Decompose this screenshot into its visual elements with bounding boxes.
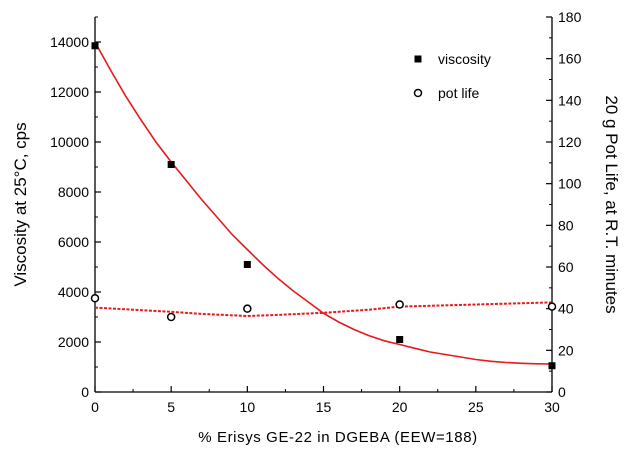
legend: viscosity pot life xyxy=(413,51,491,101)
plot-frame xyxy=(94,17,553,393)
legend-viscosity-marker xyxy=(414,55,422,63)
viscosity-point xyxy=(167,161,175,168)
legend-label: viscosity xyxy=(438,51,491,67)
data-markers xyxy=(90,42,557,370)
y-right-tick-label: 140 xyxy=(558,92,582,108)
x-tick-label: 15 xyxy=(316,399,332,415)
y-right-axis-ticks: 0 20 40 60 80 100 120 140 160 180 xyxy=(546,9,582,400)
y-left-axis-title: Viscosity at 25°C, cps xyxy=(11,122,30,286)
pot-life-point xyxy=(90,294,100,303)
y-left-tick-label: 12000 xyxy=(50,84,89,100)
viscosity-point xyxy=(396,336,404,343)
fit-lines xyxy=(94,41,553,365)
y-right-axis-title: 20 g Pot Life, at R.T. minutes xyxy=(602,95,621,313)
pot-life-point xyxy=(166,312,176,322)
x-tick-label: 20 xyxy=(392,399,408,415)
y-left-tick-label: 8000 xyxy=(58,184,89,200)
y-left-tick-label: 4000 xyxy=(58,284,89,300)
x-tick-label: 25 xyxy=(468,399,484,415)
x-axis-ticks: 0 5 10 15 20 25 30 xyxy=(91,386,560,415)
y-left-tick-label: 0 xyxy=(81,384,89,400)
y-left-tick-label: 14000 xyxy=(50,34,89,50)
y-right-tick-label: 80 xyxy=(558,217,574,233)
x-axis-title: % Erisys GE-22 in DGEBA (EEW=188) xyxy=(198,429,477,446)
viscosity-point xyxy=(548,362,556,370)
x-tick-label: 5 xyxy=(167,399,175,415)
pot-life-point xyxy=(395,300,404,309)
y-right-tick-label: 20 xyxy=(558,342,574,358)
x-tick-label: 0 xyxy=(91,399,99,415)
y-right-tick-label: 100 xyxy=(558,176,582,192)
y-left-tick-label: 6000 xyxy=(58,234,89,250)
y-right-tick-label: 180 xyxy=(558,9,582,25)
pot-life-fit-line xyxy=(94,301,553,318)
legend-pot-life-marker xyxy=(413,88,423,98)
viscosity-point xyxy=(91,42,99,50)
y-right-tick-label: 160 xyxy=(558,51,582,67)
x-tick-label: 30 xyxy=(544,399,560,415)
x-tick-label: 10 xyxy=(240,399,256,415)
legend-label: pot life xyxy=(438,85,479,101)
y-right-tick-label: 0 xyxy=(558,384,566,400)
pot-life-point xyxy=(547,302,557,311)
viscosity-fit-line xyxy=(94,41,553,365)
y-left-tick-label: 10000 xyxy=(50,134,89,150)
y-right-tick-label: 40 xyxy=(558,301,574,317)
y-left-axis-ticks: 0 2000 4000 6000 8000 10000 12000 14000 xyxy=(50,16,101,400)
y-right-tick-label: 120 xyxy=(558,134,582,150)
y-left-tick-label: 2000 xyxy=(58,334,89,350)
y-right-tick-label: 60 xyxy=(558,259,574,275)
viscosity-point xyxy=(243,261,251,268)
pot-life-point xyxy=(243,304,252,313)
